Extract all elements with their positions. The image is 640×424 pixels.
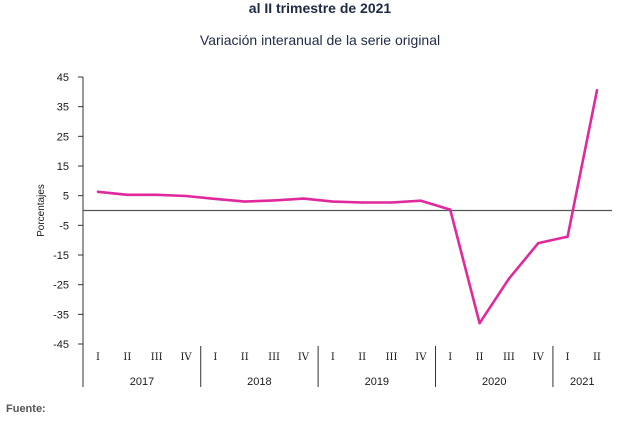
- chart-title: al II trimestre de 2021: [248, 0, 392, 16]
- x-tick-label: IV: [415, 352, 427, 363]
- y-tick-label: -35: [53, 309, 69, 321]
- data-point: [507, 277, 511, 280]
- x-tick-label: I: [331, 352, 335, 363]
- y-tick-label: 25: [57, 131, 69, 143]
- year-label: 2020: [482, 376, 506, 388]
- data-point: [360, 201, 364, 204]
- x-tick-label: IV: [533, 352, 545, 363]
- x-tick-label: III: [268, 352, 280, 363]
- y-tick-label: -15: [53, 250, 69, 262]
- y-tick-label: 45: [57, 72, 69, 84]
- data-point: [537, 241, 540, 245]
- chart-subtitle: Variación interanual de la serie origina…: [199, 32, 441, 48]
- data-point: [272, 199, 276, 202]
- y-tick-label: 5: [63, 191, 69, 203]
- data-point: [390, 201, 393, 204]
- x-tick-label: I: [213, 352, 217, 363]
- data-point: [184, 194, 188, 198]
- data-point: [478, 322, 481, 325]
- data-point: [302, 197, 305, 200]
- x-tick-label: II: [358, 352, 366, 363]
- x-tick-label: I: [96, 352, 100, 363]
- x-tick-label: IV: [298, 352, 310, 363]
- x-tick-label: III: [151, 352, 163, 363]
- y-tick-label: -25: [53, 280, 69, 292]
- y-tick-label: 15: [57, 161, 69, 173]
- data-point: [419, 199, 423, 202]
- y-tick-label: -5: [59, 220, 69, 232]
- y-tick-label: -45: [53, 339, 69, 351]
- y-axis-title: Porcentajes: [36, 184, 47, 237]
- x-tick-label: II: [476, 352, 484, 363]
- year-label: 2017: [130, 376, 154, 388]
- x-tick-label: I: [566, 352, 570, 363]
- x-tick-label: II: [593, 352, 601, 363]
- x-tick-label: I: [448, 352, 452, 363]
- data-point: [126, 193, 129, 196]
- data-point: [449, 208, 452, 211]
- x-tick-label: II: [123, 352, 131, 363]
- data-point: [155, 193, 158, 196]
- data-point: [331, 200, 334, 203]
- data-point: [96, 190, 100, 194]
- data-point: [214, 197, 217, 201]
- y-tick-label: 35: [57, 102, 69, 114]
- year-label: 2019: [365, 376, 389, 388]
- series-line: [96, 89, 599, 325]
- data-point: [243, 200, 246, 203]
- year-label: 2021: [570, 376, 594, 388]
- data-point: [566, 235, 569, 238]
- x-tick-label: IV: [180, 352, 192, 363]
- x-tick-label: II: [241, 352, 249, 363]
- x-tick-label: III: [386, 352, 398, 363]
- data-point: [595, 89, 599, 92]
- x-tick-label: III: [503, 352, 515, 363]
- source-label: Fuente:: [6, 403, 46, 415]
- year-label: 2018: [247, 376, 271, 388]
